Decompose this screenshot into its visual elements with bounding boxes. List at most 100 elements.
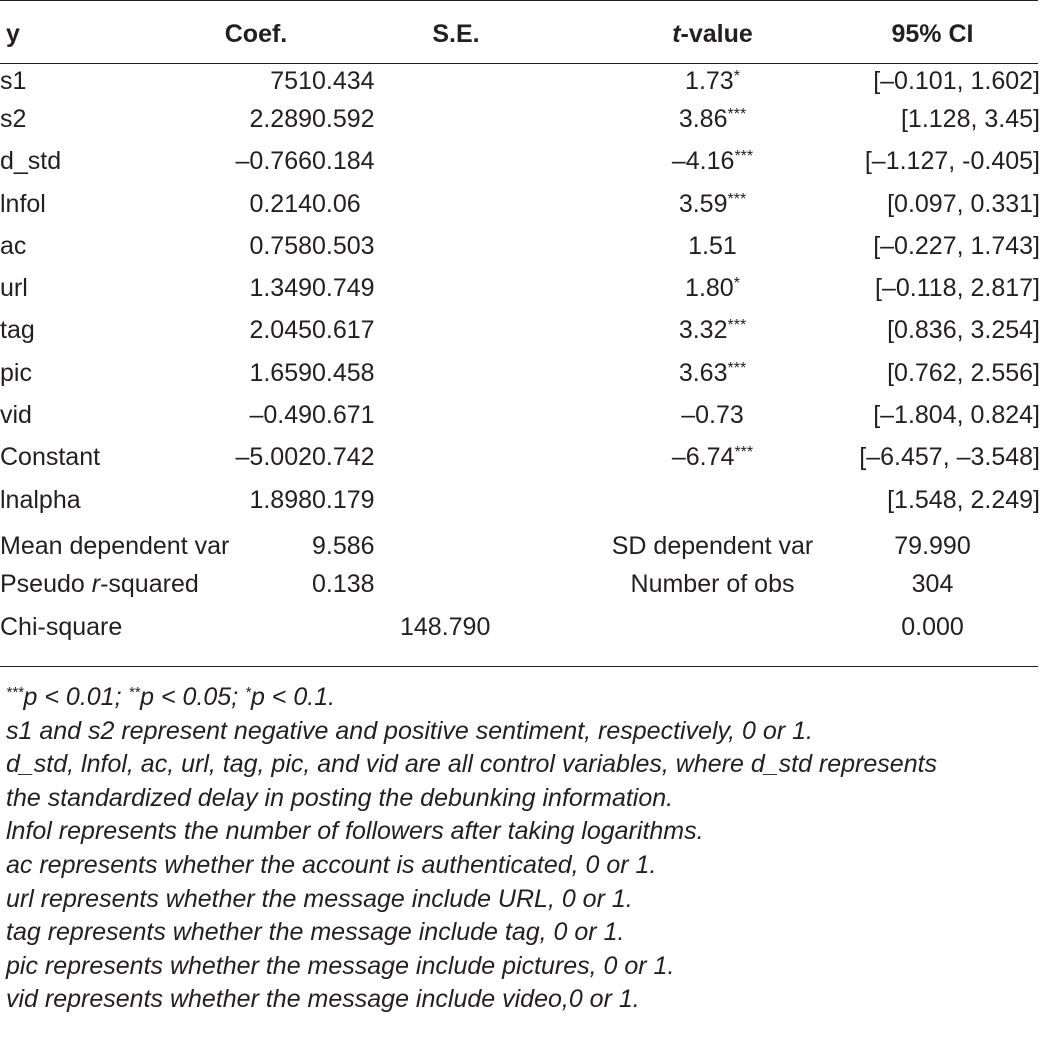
- summary-value-2: 304: [911, 570, 954, 599]
- coef-cell: –5.002: [235, 443, 312, 472]
- coef-cell: 751: [270, 66, 312, 95]
- coef-cell: 2.289: [249, 104, 312, 133]
- se-cell: 0.742: [312, 443, 375, 472]
- ci-cell: [–0.118, 2.817]: [875, 274, 1040, 303]
- summary-label-2: [600, 606, 825, 648]
- table-row: vid –0.49 0.671 –0.73 [–1.804, 0.824]: [0, 394, 1040, 436]
- significance-stars: ***: [727, 317, 747, 335]
- row-name: vid: [0, 401, 32, 430]
- t-value-cell: [600, 479, 825, 521]
- ci-cell: [–1.127, -0.405]: [864, 147, 1040, 176]
- summary-row-pseudo: Pseudo r-squared 0.138 Number of obs 304: [0, 564, 1040, 606]
- summary-value: 9.586: [312, 531, 375, 560]
- table-row: s1 751 0.434 1.73* [–0.101, 1.602]: [0, 56, 1040, 98]
- summary-label-2: SD dependent var: [611, 531, 814, 560]
- coef-cell: 1.898: [249, 485, 312, 514]
- significance-stars: ***: [727, 359, 747, 377]
- se-cell: 0.179: [312, 485, 375, 514]
- header-y: y: [6, 19, 20, 48]
- note-line: the standardized delay in posting the de…: [6, 783, 674, 812]
- significance-stars: ***: [734, 444, 754, 462]
- ci-cell: [–0.227, 1.743]: [873, 231, 1040, 260]
- summary-value-2: 0.000: [901, 612, 964, 641]
- row-name: pic: [0, 358, 32, 387]
- se-cell: 0.458: [312, 358, 375, 387]
- header-se: S.E.: [432, 19, 480, 48]
- summary-value: 148.790: [400, 612, 491, 641]
- table-row: url 1.349 0.749 1.80* [–0.118, 2.817]: [0, 267, 1040, 309]
- coef-cell: 2.045: [249, 316, 312, 345]
- summary-label-2: Number of obs: [630, 570, 795, 599]
- table-notes: ***p < 0.01; **p < 0.05; *p < 0.1. s1 an…: [6, 676, 1040, 1017]
- se-cell: 0.671: [312, 401, 375, 430]
- header-ci: 95% CI: [891, 19, 974, 48]
- t-value-cell: 3.86***: [678, 104, 747, 133]
- row-name: s2: [0, 104, 27, 133]
- t-value-cell: 3.32***: [678, 316, 747, 345]
- se-cell: 0.617: [312, 316, 375, 345]
- significance-note: ***p < 0.01; **p < 0.05; *p < 0.1.: [6, 683, 336, 711]
- ci-cell: [0.097, 0.331]: [887, 189, 1040, 218]
- table-row: s2 2.289 0.592 3.86*** [1.128, 3.45]: [0, 98, 1040, 140]
- t-value-cell: –4.16***: [671, 147, 754, 176]
- header-rule: [0, 63, 1038, 64]
- note-line: tag represents whether the message inclu…: [6, 918, 625, 947]
- row-name: lnalpha: [0, 485, 81, 514]
- se-cell: 0.434: [312, 66, 375, 95]
- coef-cell: 0.758: [249, 231, 312, 260]
- summary-label: Chi-square: [0, 612, 123, 641]
- note-line: lnfol represents the number of followers…: [6, 817, 704, 846]
- summary-label: Pseudo r-squared: [0, 570, 199, 599]
- row-name: tag: [0, 316, 35, 345]
- row-name: lnfol: [0, 189, 46, 218]
- table-row: Constant –5.002 0.742 –6.74*** [–6.457, –3.5…: [0, 437, 1040, 479]
- se-cell: 0.592: [312, 104, 375, 133]
- coef-cell: 1.349: [249, 274, 312, 303]
- coef-cell: –0.766: [235, 147, 312, 176]
- ci-cell: [1.128, 3.45]: [900, 104, 1040, 133]
- row-name: s1: [0, 66, 27, 95]
- summary-row-mean: Mean dependent var 9.586 SD dependent va…: [0, 521, 1040, 563]
- coef-cell: –0.49: [249, 401, 312, 430]
- se-cell: 0.749: [312, 274, 375, 303]
- regression-table: y Coef. S.E. t-value 95% CI s1 751 0.434 1.…: [0, 12, 1040, 648]
- se-cell: 0.184: [312, 147, 375, 176]
- row-name: ac: [0, 231, 27, 260]
- note-line: d_std, lnfol, ac, url, tag, pic, and vid…: [6, 750, 938, 779]
- t-value-cell: 1.73*: [685, 66, 740, 95]
- t-value-cell: 3.63***: [678, 358, 747, 387]
- summary-label: Mean dependent var: [0, 531, 230, 560]
- table-row: lnalpha 1.898 0.179 [1.548, 2.249]: [0, 479, 1040, 521]
- ci-cell: [1.548, 2.249]: [887, 485, 1040, 514]
- note-line: ac represents whether the account is aut…: [6, 850, 657, 879]
- significance-stars: ***: [734, 148, 754, 166]
- table-row: ac 0.758 0.503 1.51 [–0.227, 1.743]: [0, 225, 1040, 267]
- ci-cell: [0.762, 2.556]: [887, 358, 1040, 387]
- note-line: s1 and s2 represent negative and positiv…: [6, 716, 813, 745]
- note-line: url represents whether the message inclu…: [6, 884, 633, 913]
- t-value-cell: –0.73: [681, 401, 744, 430]
- coef-cell: 0.214: [249, 189, 312, 218]
- t-value-cell: 3.59***: [678, 189, 747, 218]
- t-value-cell: –6.74***: [671, 443, 754, 472]
- row-name: Constant: [0, 443, 101, 472]
- header-coef: Coef.: [224, 19, 288, 48]
- row-name: d_std: [0, 147, 62, 176]
- se-cell: 0.503: [312, 231, 375, 260]
- summary-row-chi: Chi-square 148.790 0.000: [0, 606, 1040, 648]
- summary-value-2: 79.990: [894, 531, 971, 560]
- ci-cell: [–0.101, 1.602]: [873, 66, 1040, 95]
- significance-stars: *: [733, 275, 740, 293]
- table-row: d_std –0.766 0.184 –4.16*** [–1.127, -0.405]: [0, 141, 1040, 183]
- header-row: y Coef. S.E. t-value 95% CI: [0, 12, 1040, 56]
- summary-value: 0.138: [312, 570, 375, 599]
- row-name: url: [0, 274, 28, 303]
- significance-stars: *: [733, 67, 740, 85]
- ci-cell: [–6.457, –3.548]: [859, 443, 1040, 472]
- top-rule: [0, 0, 1038, 1]
- t-value-cell: 1.80*: [685, 274, 740, 303]
- note-line: pic represents whether the message inclu…: [6, 951, 675, 980]
- header-t-value: t-value: [672, 19, 753, 48]
- coef-cell: 1.659: [249, 358, 312, 387]
